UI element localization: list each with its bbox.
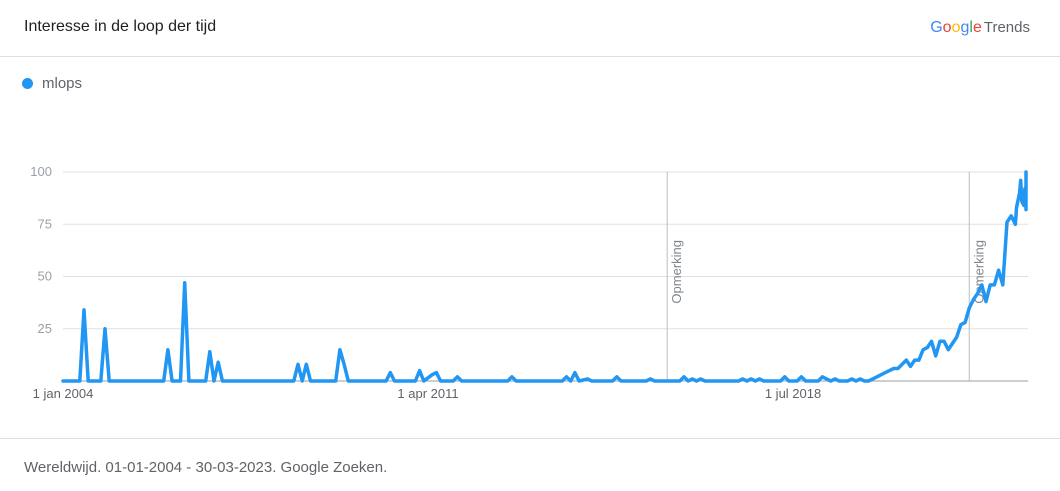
google-trends-logo[interactable]: Google Trends (930, 19, 1030, 37)
x-tick-label: 1 jan 2004 (33, 386, 94, 401)
google-letter: e (972, 19, 982, 36)
footer-note: Wereldwijd. 01-01-2004 - 30-03-2023. Goo… (24, 459, 388, 476)
legend-dot-icon (22, 78, 33, 89)
y-tick-label: 25 (38, 321, 52, 336)
chart-footer: Wereldwijd. 01-01-2004 - 30-03-2023. Goo… (0, 438, 1060, 491)
chart-title: Interesse in de loop der tijd (24, 18, 217, 35)
google-letter: o (951, 19, 961, 36)
y-tick-label: 75 (38, 216, 52, 231)
x-axis: 1 jan 2004 1 apr 2011 1 jul 2018 (33, 386, 822, 401)
google-letter: G (930, 19, 943, 36)
series-layer[interactable] (61, 170, 1028, 383)
google-letter: g (960, 19, 970, 36)
annotation-label: Opmerking (669, 240, 684, 304)
google-wordmark: Google (930, 19, 982, 36)
google-letter: o (942, 19, 952, 36)
y-tick-label: 50 (38, 269, 52, 284)
x-tick-label: 1 apr 2011 (397, 386, 458, 401)
chart-header: Interesse in de loop der tijd Google Tren… (0, 0, 1060, 57)
google-letter: l (969, 19, 973, 36)
series-line-mlops[interactable] (61, 170, 1028, 383)
grid-lines (63, 171, 1028, 330)
legend-label-mlops: mlops (42, 75, 83, 92)
legend[interactable]: mlops (22, 75, 82, 92)
y-axis: 25 50 75 100 (30, 164, 52, 336)
x-tick-label: 1 jul 2018 (765, 386, 821, 401)
y-tick-label: 100 (30, 164, 52, 179)
trends-label: Trends (983, 19, 1030, 36)
